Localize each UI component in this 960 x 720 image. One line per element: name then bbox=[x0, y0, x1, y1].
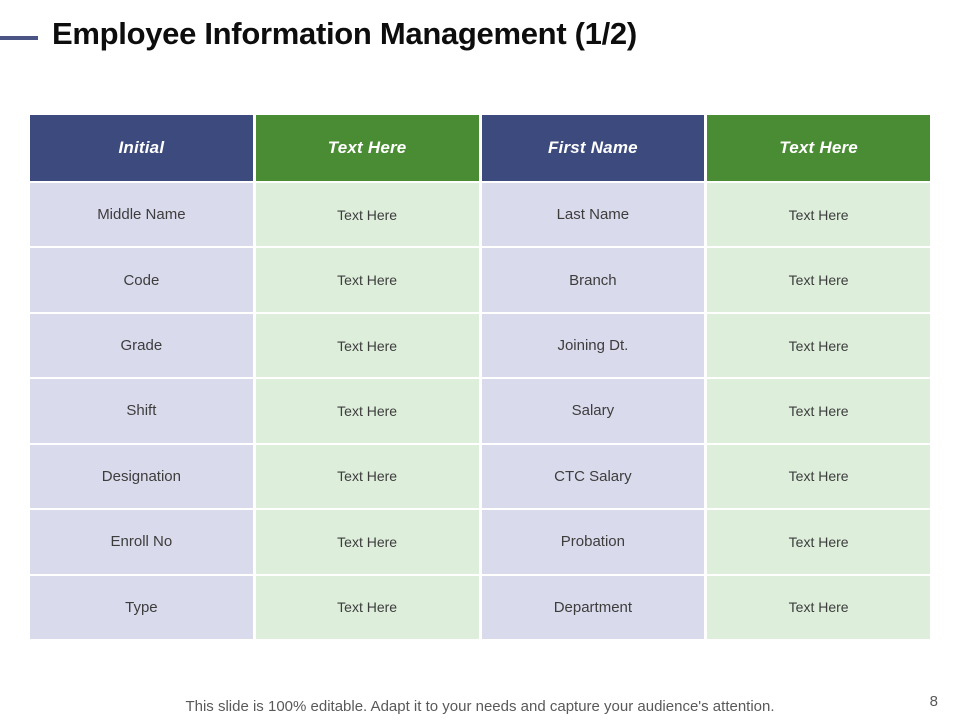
placeholder-cell[interactable]: Text Here bbox=[255, 379, 479, 443]
header-cell-initial[interactable]: Initial bbox=[30, 115, 253, 181]
field-label-cell[interactable]: Designation bbox=[30, 444, 253, 509]
field-label-cell[interactable]: Enroll No bbox=[30, 510, 253, 574]
placeholder-cell[interactable]: Text Here bbox=[707, 248, 930, 312]
header-cell-placeholder[interactable]: Text Here bbox=[707, 115, 930, 181]
placeholder-cell[interactable]: Text Here bbox=[707, 575, 930, 639]
header-cell-first-name[interactable]: First Name bbox=[481, 115, 705, 181]
placeholder-cell[interactable]: Text Here bbox=[707, 510, 930, 574]
placeholder-cell[interactable]: Text Here bbox=[707, 379, 930, 443]
employee-info-table: Initial Text Here First Name Text Here M… bbox=[30, 115, 930, 639]
field-label-cell[interactable]: Department bbox=[481, 575, 705, 639]
field-label-cell[interactable]: Last Name bbox=[481, 183, 705, 247]
field-label-cell[interactable]: Joining Dt. bbox=[481, 313, 705, 378]
field-label-cell[interactable]: Code bbox=[30, 248, 253, 312]
placeholder-cell[interactable]: Text Here bbox=[255, 444, 479, 509]
title-accent-dash bbox=[0, 36, 38, 40]
field-label-cell[interactable]: CTC Salary bbox=[481, 444, 705, 509]
footer-note[interactable]: This slide is 100% editable. Adapt it to… bbox=[185, 698, 775, 715]
field-label-cell[interactable]: Salary bbox=[481, 379, 705, 443]
placeholder-cell[interactable]: Text Here bbox=[707, 183, 930, 247]
placeholder-cell[interactable]: Text Here bbox=[255, 248, 479, 312]
placeholder-cell[interactable]: Text Here bbox=[707, 444, 930, 509]
placeholder-cell[interactable]: Text Here bbox=[255, 313, 479, 378]
header-cell-placeholder[interactable]: Text Here bbox=[255, 115, 479, 181]
field-label-cell[interactable]: Shift bbox=[30, 379, 253, 443]
placeholder-cell[interactable]: Text Here bbox=[707, 313, 930, 378]
field-label-cell[interactable]: Type bbox=[30, 575, 253, 639]
field-label-cell[interactable]: Branch bbox=[481, 248, 705, 312]
field-label-cell[interactable]: Grade bbox=[30, 313, 253, 378]
placeholder-cell[interactable]: Text Here bbox=[255, 510, 479, 574]
page-number: 8 bbox=[929, 693, 938, 710]
placeholder-cell[interactable]: Text Here bbox=[255, 575, 479, 639]
slide-title[interactable]: Employee Information Management (1/2) bbox=[52, 16, 637, 51]
field-label-cell[interactable]: Probation bbox=[481, 510, 705, 574]
field-label-cell[interactable]: Middle Name bbox=[30, 183, 253, 247]
placeholder-cell[interactable]: Text Here bbox=[255, 183, 479, 247]
